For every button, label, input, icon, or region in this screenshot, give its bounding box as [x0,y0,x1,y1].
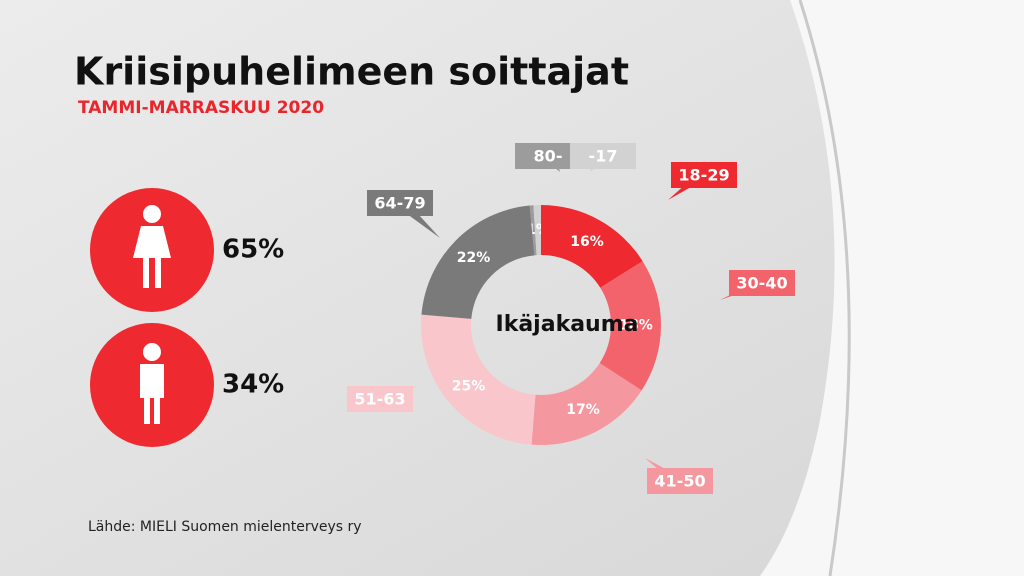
title: Kriisipuhelimeen soittajat [74,50,629,94]
segment-value-label: 18% [619,318,653,334]
segment-value-label: 17% [566,402,600,418]
callout-box [570,143,636,169]
background-edge [798,0,851,577]
callout-box [647,468,713,494]
callout-box [347,386,413,412]
subtitle: TAMMI-MARRASKUU 2020 [78,98,324,118]
background-curve [760,0,1024,576]
category-label: 41-50 [654,472,705,491]
callout-box [671,162,737,188]
donut-segment [531,363,642,445]
category-label: -17 [589,147,618,166]
segment-value-label: 22% [457,250,491,266]
category-label: 80- [534,147,563,166]
source: Lähde: MIELI Suomen mielenterveys ry [88,519,362,535]
segment-value-label: 25% [452,378,486,394]
donut-segment [421,314,536,445]
category-label: 18-29 [678,166,729,185]
donut-segment [541,205,643,288]
donut-segment [599,261,662,391]
donut-segment [529,205,537,256]
category-label: 30-40 [736,274,787,293]
donut-segment [533,205,541,256]
female-share: 65% [222,235,284,265]
category-label: 64-79 [374,194,425,213]
callout-box [729,270,795,296]
category-label: 51-63 [354,390,405,409]
donut-segment [421,205,535,319]
donut-chart: 80-1%-1716%18-2918%30-4017%41-5025%51-63… [347,143,795,494]
segment-value-label: 16% [570,234,604,250]
male-icon [90,323,214,447]
center-label: Ikäjakauma [496,312,639,337]
callout-box [367,190,433,216]
male-share: 34% [222,370,284,400]
female-icon [90,188,214,312]
